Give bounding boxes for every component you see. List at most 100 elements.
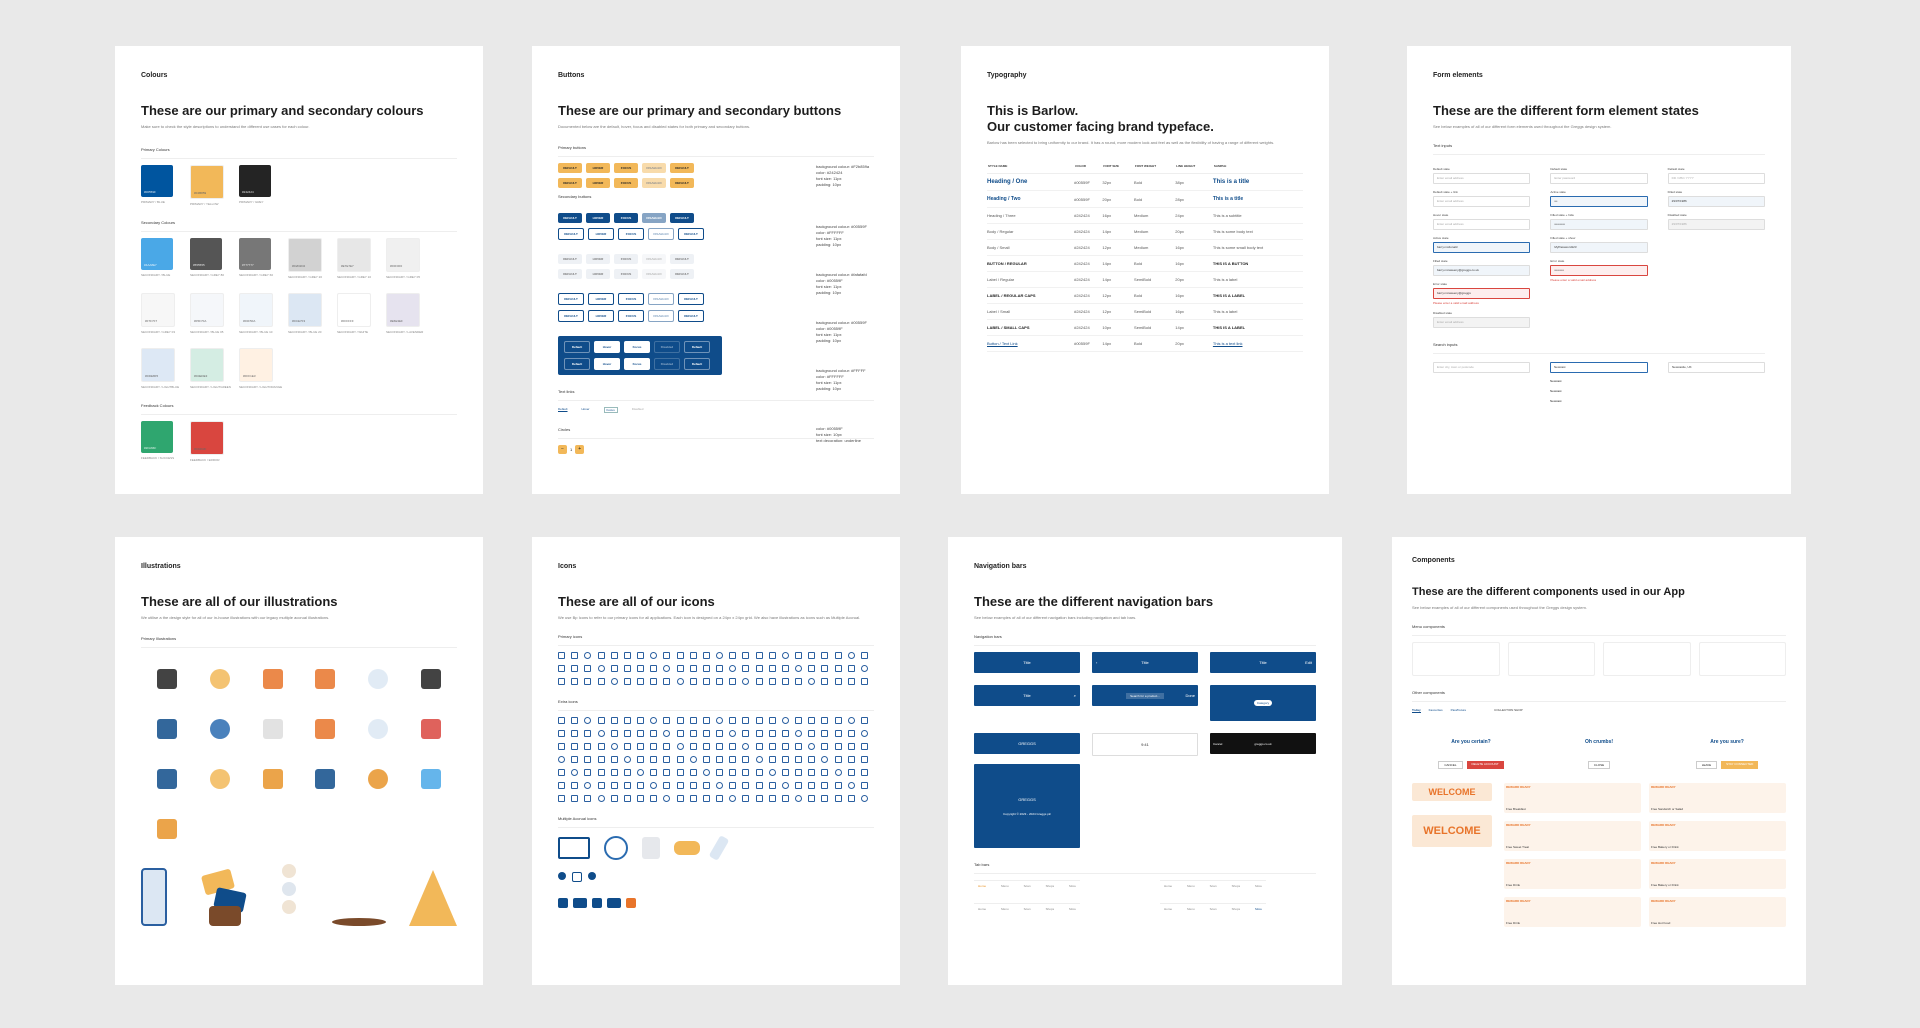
input-field[interactable]: barry.mcsweeny@greggs	[1433, 288, 1531, 299]
tab-item-menu[interactable]: Menu	[1187, 884, 1195, 888]
input-field[interactable]: barry.mcdonald	[1433, 242, 1531, 253]
tab-item-more[interactable]: More	[1255, 884, 1262, 888]
input-field[interactable]: •••	[1550, 196, 1648, 207]
tab-item-scan[interactable]: Scan	[1023, 907, 1031, 911]
button-default[interactable]: DEFAULT	[678, 293, 704, 305]
inverse-button-default[interactable]: Default	[684, 358, 710, 370]
dialog-secondary-button[interactable]: CLOSE	[1587, 761, 1611, 769]
button-default[interactable]: DEFAULT	[558, 213, 582, 223]
tab-item-shops[interactable]: Shops	[1045, 884, 1055, 888]
search-input-active[interactable]: Newcast	[1550, 362, 1648, 373]
input-field[interactable]: •••••••••	[1550, 265, 1648, 276]
instagram-icon[interactable]	[572, 872, 582, 882]
tab-item-home[interactable]: Home	[978, 884, 987, 888]
dialog-secondary-button[interactable]: LEAVE	[1695, 761, 1718, 769]
button-default[interactable]: DEFAULT	[670, 163, 694, 173]
tab-item-scan[interactable]: Scan	[1209, 884, 1217, 888]
button-hover[interactable]: HOVER	[586, 213, 610, 223]
url-field[interactable]: greggs.co.uk	[1254, 741, 1272, 746]
tab-item-scan[interactable]: Scan	[1209, 907, 1217, 911]
input-field[interactable]: Enter email address	[1433, 219, 1531, 230]
tab-item-menu[interactable]: Menu	[1001, 907, 1009, 911]
cancel-button[interactable]: Cancel	[1213, 741, 1223, 746]
inverse-button-hover[interactable]: Hover	[594, 341, 620, 353]
menu-card[interactable]	[1698, 642, 1786, 676]
twitter-icon[interactable]	[588, 872, 596, 880]
reward-card[interactable]: REWARD READY Free Bakery or Drink	[1649, 859, 1786, 889]
input-field[interactable]: Enter password	[1550, 173, 1648, 184]
category-chip[interactable]: Category	[1253, 700, 1273, 706]
circle-minus-button[interactable]: −	[558, 445, 567, 454]
button-focus[interactable]: FOCUS	[618, 293, 644, 305]
reward-card[interactable]: REWARD READY Free Sweet Treat	[1504, 821, 1641, 851]
input-field[interactable]: barry.mcsweeny@greggs.co.uk	[1433, 265, 1531, 276]
search-suggestion[interactable]: Newcast	[1550, 379, 1562, 383]
button-default[interactable]: DEFAULT	[678, 310, 704, 322]
tab-item-more[interactable]: More	[1255, 907, 1262, 911]
edit-button[interactable]: Edit	[1305, 660, 1312, 665]
dialog-secondary-button[interactable]: CANCEL	[1438, 761, 1463, 769]
button-hover[interactable]: HOVER	[588, 310, 614, 322]
dialog-primary-button[interactable]: STAY CONNECTED	[1721, 761, 1759, 769]
facebook-icon[interactable]	[558, 872, 566, 880]
search-suggestion[interactable]: Newcast	[1550, 389, 1562, 393]
button-default[interactable]: DEFAULT	[558, 228, 584, 240]
button-hover[interactable]: HOVER	[586, 163, 610, 173]
button-default[interactable]: DEFAULT	[670, 254, 694, 264]
button-default[interactable]: DEFAULT	[670, 178, 694, 188]
button-default[interactable]: DEFAULT	[558, 310, 584, 322]
tab-item-home[interactable]: Home	[1164, 907, 1173, 911]
button-default[interactable]: DEFAULT	[558, 293, 584, 305]
button-default[interactable]: DEFAULT	[558, 178, 582, 188]
button-default[interactable]: DEFAULT	[558, 269, 582, 279]
tab-item-scan[interactable]: Scan	[1023, 884, 1031, 888]
inverse-button-default[interactable]: Default	[564, 358, 590, 370]
input-field[interactable]: ••••••••••	[1550, 219, 1648, 230]
circle-plus-button[interactable]: +	[575, 445, 585, 454]
button-default[interactable]: DEFAULT	[558, 254, 582, 264]
search-field[interactable]: Search for a product...	[1126, 692, 1164, 699]
button-focus[interactable]: FOCUS	[618, 228, 644, 240]
input-field[interactable]: Enter email address	[1433, 173, 1531, 184]
reward-card[interactable]: REWARD READY Free Drink	[1504, 897, 1641, 927]
inverse-button-default[interactable]: Default	[684, 341, 710, 353]
tab-item-home[interactable]: Home	[1164, 884, 1173, 888]
tab-past-future[interactable]: Past/Future	[1450, 708, 1467, 712]
done-button[interactable]: Done	[1185, 693, 1195, 698]
inverse-button-default[interactable]: Default	[564, 341, 590, 353]
search-input-default[interactable]: Enter city, town or postcode	[1433, 362, 1530, 373]
button-default[interactable]: DEFAULT	[670, 269, 694, 279]
text-link-default[interactable]: Default	[558, 407, 568, 411]
input-field[interactable]: 29/07/1986	[1667, 196, 1765, 207]
button-focus[interactable]: FOCUS	[618, 310, 644, 322]
tab-item-shops[interactable]: Shops	[1045, 907, 1055, 911]
menu-card[interactable]	[1412, 642, 1500, 676]
back-icon[interactable]: ‹	[1096, 660, 1098, 665]
button-hover[interactable]: HOVER	[588, 293, 614, 305]
button-hover[interactable]: HOVER	[588, 228, 614, 240]
reward-card[interactable]: REWARD READY Free Sandwich or Salad	[1649, 783, 1786, 813]
button-focus[interactable]: FOCUS	[614, 213, 638, 223]
search-icon[interactable]: ⌕	[1073, 693, 1076, 698]
search-input-filled[interactable]: Newcastle, UK	[1668, 362, 1765, 373]
menu-card[interactable]	[1507, 642, 1595, 676]
tab-item-shops[interactable]: Shops	[1231, 884, 1241, 888]
button-default[interactable]: DEFAULT	[558, 163, 582, 173]
input-field[interactable]: MyPassword123	[1550, 242, 1648, 253]
search-suggestion[interactable]: Newcast	[1550, 399, 1562, 403]
tab-item-more[interactable]: More	[1069, 884, 1076, 888]
button-focus[interactable]: FOCUS	[614, 178, 638, 188]
button-focus[interactable]: FOCUS	[614, 269, 638, 279]
input-field[interactable]: Enter email address	[1433, 196, 1531, 207]
inverse-button-hover[interactable]: Hover	[594, 358, 620, 370]
reward-card[interactable]: REWARD READY Free Hot Food	[1649, 897, 1786, 927]
text-link-focus[interactable]: Focus	[603, 407, 618, 413]
inverse-button-focus[interactable]: Focus	[624, 341, 650, 353]
tab-item-shops[interactable]: Shops	[1231, 907, 1241, 911]
reward-card[interactable]: REWARD READY Free Drink	[1504, 859, 1641, 889]
input-field[interactable]: DD / MM / YYYY	[1667, 173, 1765, 184]
tab-favourites[interactable]: Favourites	[1428, 708, 1443, 712]
dialog-primary-button[interactable]: DELETE ACCOUNT	[1466, 761, 1504, 769]
button-focus[interactable]: FOCUS	[614, 254, 638, 264]
button-hover[interactable]: HOVER	[586, 269, 610, 279]
